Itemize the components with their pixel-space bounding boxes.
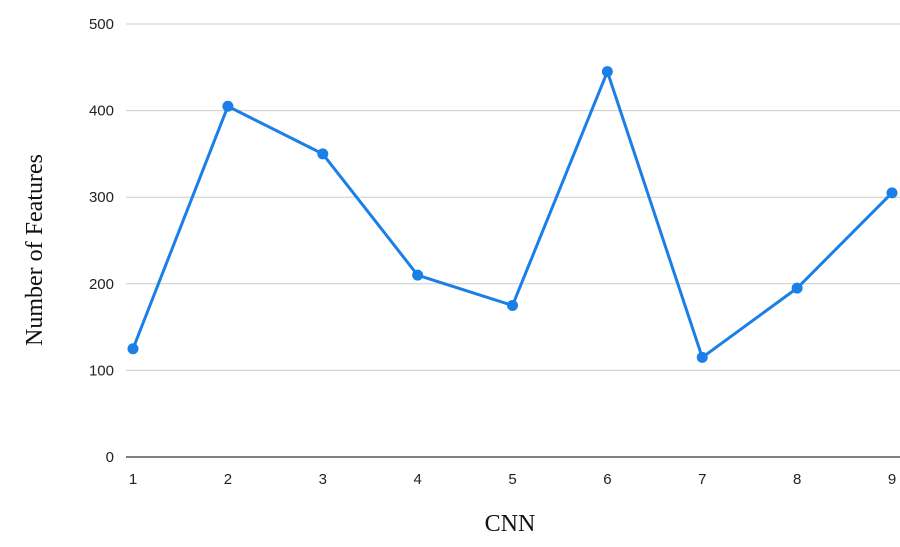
x-tick-label: 8 bbox=[793, 471, 801, 488]
data-point bbox=[886, 187, 898, 199]
y-tick-label: 400 bbox=[89, 103, 114, 120]
series-line bbox=[131, 70, 894, 359]
data-point bbox=[601, 66, 613, 78]
x-tick-label: 5 bbox=[508, 471, 516, 488]
data-point bbox=[412, 269, 424, 281]
series-0 bbox=[127, 66, 898, 363]
data-point bbox=[791, 282, 803, 294]
data-point bbox=[222, 100, 234, 112]
y-tick-label: 300 bbox=[89, 189, 114, 206]
x-tick-label: 9 bbox=[888, 471, 896, 488]
x-tick-label: 4 bbox=[413, 471, 421, 488]
y-axis-title: Number of Features bbox=[22, 154, 48, 346]
x-tick-label: 1 bbox=[129, 471, 137, 488]
x-tick-label: 3 bbox=[319, 471, 327, 488]
y-tick-label: 0 bbox=[106, 449, 114, 466]
x-axis-title: CNN bbox=[485, 511, 536, 537]
tick-labels: 0 100 200 300 400 500 1 2 3 4 5 6 7 8 9 bbox=[89, 16, 896, 488]
data-point bbox=[127, 343, 139, 355]
data-point bbox=[317, 148, 329, 160]
x-tick-label: 2 bbox=[224, 471, 232, 488]
data-point bbox=[696, 351, 708, 363]
y-tick-label: 100 bbox=[89, 362, 114, 379]
grid-lines bbox=[126, 23, 900, 371]
x-tick-label: 6 bbox=[603, 471, 611, 488]
x-tick-label: 7 bbox=[698, 471, 706, 488]
y-tick-label: 500 bbox=[89, 16, 114, 33]
data-point bbox=[507, 299, 518, 311]
series-group bbox=[127, 66, 898, 363]
y-tick-label: 200 bbox=[89, 276, 114, 293]
